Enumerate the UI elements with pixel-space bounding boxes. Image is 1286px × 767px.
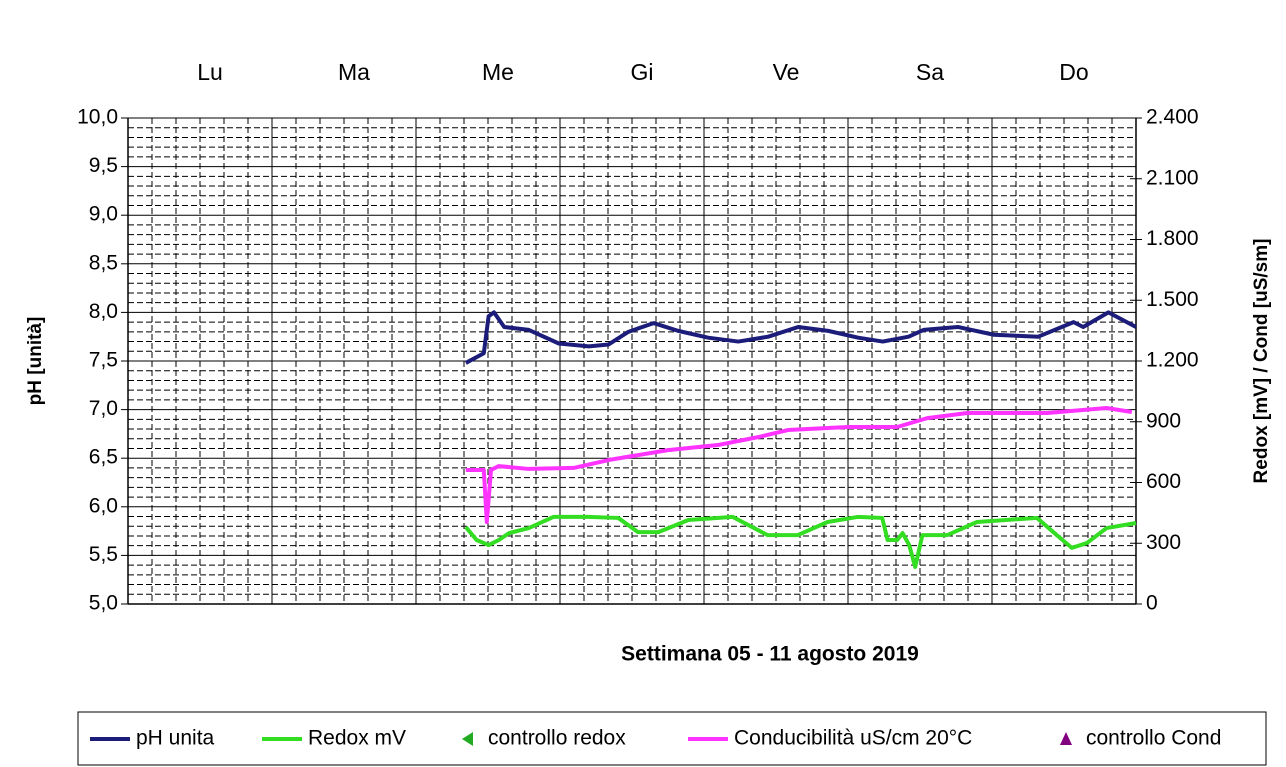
y-tick-label: 5,0 (89, 592, 118, 615)
y2-tick-label: 2.100 (1146, 166, 1199, 189)
y-tick-label: 9,0 (89, 203, 118, 226)
y-tick-label: 7,0 (89, 397, 118, 420)
legend-label: controllo Cond (1086, 727, 1221, 750)
y-tick-label: 5,5 (89, 543, 118, 566)
day-label: Do (1059, 59, 1088, 85)
y2-tick-label: 600 (1146, 470, 1181, 493)
y2-tick-label: 2.400 (1146, 106, 1199, 129)
day-label: Me (482, 59, 514, 85)
series-line (465, 405, 1133, 524)
day-label: Sa (916, 59, 944, 85)
y2-tick-label: 1.200 (1146, 349, 1199, 372)
y-tick-label: 10,0 (77, 106, 118, 129)
legend-label: Redox mV (308, 727, 406, 750)
y2-tick-label: 1.500 (1146, 288, 1199, 311)
y2-tick-label: 900 (1146, 409, 1181, 432)
series-line (464, 310, 1137, 365)
y2-tick-label: 1.800 (1146, 227, 1199, 250)
legend-label: pH unita (136, 727, 215, 750)
y-tick-label: 6,5 (89, 446, 118, 469)
y-tick-label: 8,5 (89, 251, 118, 274)
day-label: Ma (338, 59, 370, 85)
y-tick-label: 9,5 (89, 154, 118, 177)
legend-label: controllo redox (488, 727, 626, 750)
legend-label: Conducibilità uS/cm 20°C (734, 727, 972, 750)
day-label: Lu (197, 59, 223, 85)
y2-tick-label: 300 (1146, 531, 1181, 554)
legend-marker (462, 732, 473, 746)
y2-tick-label: 0 (1146, 592, 1158, 615)
x-axis-title: Settimana 05 - 11 agosto 2019 (621, 643, 919, 666)
y-tick-label: 7,5 (89, 349, 118, 372)
y-tick-label: 8,0 (89, 300, 118, 323)
y-axis-title: pH [unità] (25, 317, 46, 406)
day-label: Gi (631, 59, 654, 85)
legend-marker (1060, 732, 1072, 745)
y-tick-label: 6,0 (89, 494, 118, 517)
day-label: Ve (773, 59, 800, 85)
y2-axis-title: Redox [mV] / Cond [uS/sm] (1251, 239, 1272, 484)
series-line (464, 514, 1137, 569)
